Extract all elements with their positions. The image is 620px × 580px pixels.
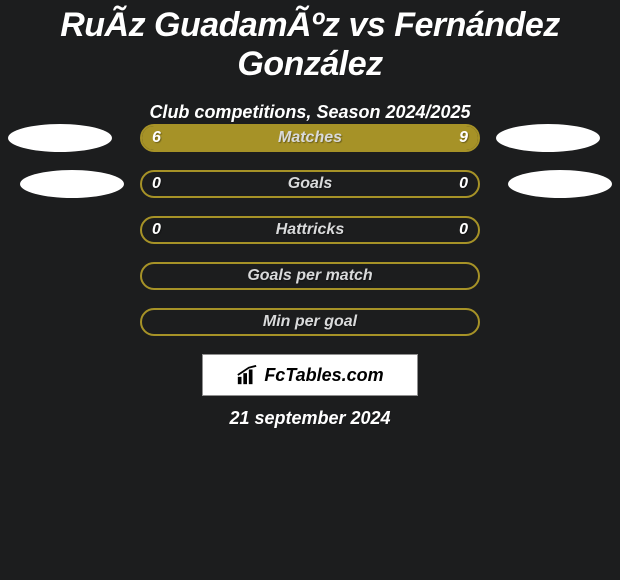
- stat-bar: 0 Goals 0: [140, 170, 480, 198]
- stat-bar: Goals per match: [140, 262, 480, 290]
- stat-label: Goals per match: [142, 264, 478, 288]
- stat-row: 6 Matches 9: [0, 124, 620, 152]
- stat-label: Goals: [142, 172, 478, 196]
- stat-bar: 6 Matches 9: [140, 124, 480, 152]
- page-title: RuÃz GuadamÃºz vs Fernández González: [0, 0, 620, 84]
- branding-inner: FcTables.com: [236, 364, 383, 386]
- stat-right-value: 0: [459, 172, 468, 196]
- stat-label: Hattricks: [142, 218, 478, 242]
- right-float-marker: [508, 170, 612, 198]
- branding-text: FcTables.com: [264, 365, 383, 386]
- stat-right-value: 9: [459, 126, 468, 150]
- left-float-marker: [20, 170, 124, 198]
- stat-row: Min per goal: [0, 308, 620, 336]
- stat-row: 0 Goals 0: [0, 170, 620, 198]
- stats-container: 6 Matches 9 0 Goals 0 0 Hattricks 0: [0, 124, 620, 354]
- footer-date: 21 september 2024: [0, 408, 620, 429]
- right-float-marker: [496, 124, 600, 152]
- stat-bar: Min per goal: [140, 308, 480, 336]
- bar-chart-icon: [236, 364, 258, 386]
- left-float-marker: [8, 124, 112, 152]
- stat-bar: 0 Hattricks 0: [140, 216, 480, 244]
- stat-right-value: 0: [459, 218, 468, 242]
- stat-row: Goals per match: [0, 262, 620, 290]
- stat-label: Matches: [142, 126, 478, 150]
- stat-row: 0 Hattricks 0: [0, 216, 620, 244]
- stat-label: Min per goal: [142, 310, 478, 334]
- branding-box: FcTables.com: [202, 354, 418, 396]
- page-subtitle: Club competitions, Season 2024/2025: [0, 102, 620, 123]
